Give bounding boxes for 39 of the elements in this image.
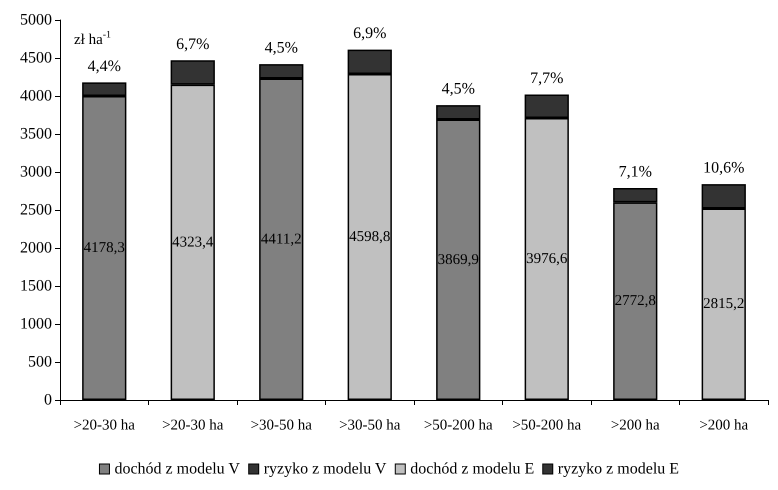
annotation: 7,7%: [530, 70, 564, 87]
y-tick-label: 2000: [20, 240, 52, 256]
legend-label: ryzyko z modelu V: [264, 460, 387, 478]
x-tick-label: >30-50 ha: [339, 418, 401, 434]
y-tick-label: 1500: [20, 278, 52, 294]
legend-label: ryzyko z modelu E: [558, 460, 680, 478]
y-tick-label: 4000: [20, 88, 52, 104]
x-tick-label: >200 ha: [610, 418, 660, 434]
y-tick-label: 1000: [20, 316, 52, 332]
annotation: 2772,8: [614, 293, 656, 310]
annotation: 7,1%: [618, 163, 652, 180]
y-tick-label: 3000: [20, 164, 52, 180]
annotation: 3976,6: [526, 251, 568, 268]
legend-label: dochód z modelu E: [410, 460, 534, 478]
annotation: 6,9%: [353, 25, 386, 42]
y-tick-label: 5000: [20, 12, 52, 28]
annotation: 4411,2: [260, 231, 302, 248]
annotation: 4,5%: [264, 40, 298, 57]
x-tick-label: >50-200 ha: [424, 418, 494, 434]
x-tick-label: >30-50 ha: [250, 418, 312, 434]
y-tick-label: 500: [28, 354, 52, 370]
annotation: 2815,2: [703, 296, 744, 312]
annotation: 4323,4: [172, 234, 214, 250]
annotation: 4598,8: [349, 228, 390, 245]
annotation: 4,4%: [88, 58, 121, 75]
annotation: 6,7%: [176, 36, 210, 53]
y-tick-label: 2500: [20, 202, 52, 218]
x-tick-label: >20-30 ha: [74, 418, 136, 434]
x-tick-label: >200 ha: [699, 418, 749, 434]
legend-label: dochód z modelu V: [114, 460, 240, 478]
annotation: 4178,3: [84, 240, 125, 256]
x-tick-label: >20-30 ha: [162, 418, 224, 434]
y-tick-label: 4500: [20, 50, 52, 66]
y-tick-label: 3500: [20, 126, 52, 142]
annotation: 10,6%: [703, 160, 744, 177]
x-tick-label: >50-200 ha: [512, 418, 582, 434]
y-tick-label: 0: [44, 392, 52, 408]
annotation: 3869,9: [438, 252, 479, 268]
annotation: 4,5%: [442, 80, 475, 98]
